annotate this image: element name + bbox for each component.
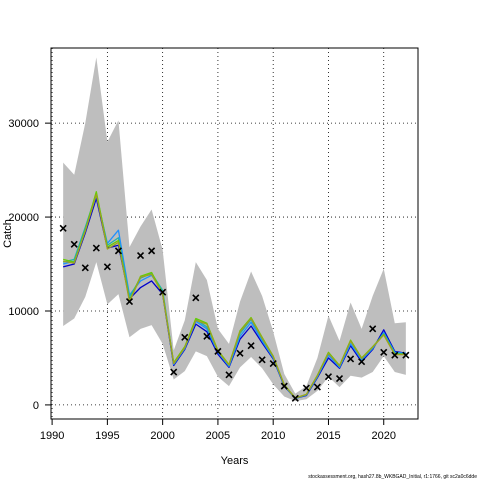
observed-point — [291, 394, 299, 402]
observed-point — [92, 244, 100, 252]
observed-point — [402, 351, 410, 359]
observed-point — [81, 264, 89, 272]
x-tick-label: 2015 — [316, 430, 340, 442]
observed-point — [225, 371, 233, 379]
observed-point — [324, 373, 333, 381]
y-axis: 0 10000 20000 30000 — [8, 118, 51, 412]
y-axis-title: Catch — [2, 219, 14, 248]
plot-frame — [50, 47, 419, 420]
observed-point — [313, 383, 321, 391]
observed-point — [59, 224, 67, 232]
observed-point — [391, 351, 399, 359]
confidence-band — [63, 57, 406, 402]
observed-point — [335, 375, 344, 383]
y-tick-label: 20000 — [8, 212, 39, 224]
observed-point — [214, 347, 222, 355]
credit-text: stockassessment.org, hash27.8b_WKBGAD_In… — [308, 474, 477, 480]
observed-point — [269, 360, 277, 368]
observed-point — [114, 247, 122, 255]
x-tick-label: 2010 — [261, 430, 285, 442]
y-tick-label: 0 — [33, 400, 39, 412]
observed-point — [192, 294, 200, 302]
observed-point — [103, 263, 111, 271]
x-tick-label: 1995 — [95, 430, 119, 442]
observed-point — [247, 342, 255, 350]
observed-point — [203, 332, 211, 340]
x-tick-label: 1990 — [40, 430, 64, 442]
observed-point — [347, 355, 355, 363]
observed-point — [125, 298, 134, 306]
observed-point — [170, 368, 178, 376]
observed-point — [148, 247, 156, 255]
observed-point — [159, 288, 167, 296]
x-axis: 1990 1995 2000 2005 2010 2015 2020 — [40, 419, 396, 442]
x-tick-label: 2000 — [150, 430, 174, 442]
x-tick-label: 2020 — [371, 430, 395, 442]
observed-catch-markers — [59, 224, 410, 402]
observed-point — [70, 240, 78, 248]
observed-point — [258, 356, 266, 364]
observed-point — [380, 348, 388, 356]
observed-point — [280, 382, 288, 390]
observed-point — [236, 349, 244, 357]
y-tick-label: 10000 — [8, 306, 39, 318]
observed-point — [369, 325, 377, 333]
y-tick-label: 30000 — [8, 118, 39, 130]
observed-point — [181, 333, 189, 341]
x-tick-label: 2005 — [206, 430, 230, 442]
observed-point — [358, 358, 366, 366]
observed-point — [302, 384, 310, 392]
observed-point — [136, 252, 145, 260]
x-axis-title: Years — [221, 455, 249, 467]
